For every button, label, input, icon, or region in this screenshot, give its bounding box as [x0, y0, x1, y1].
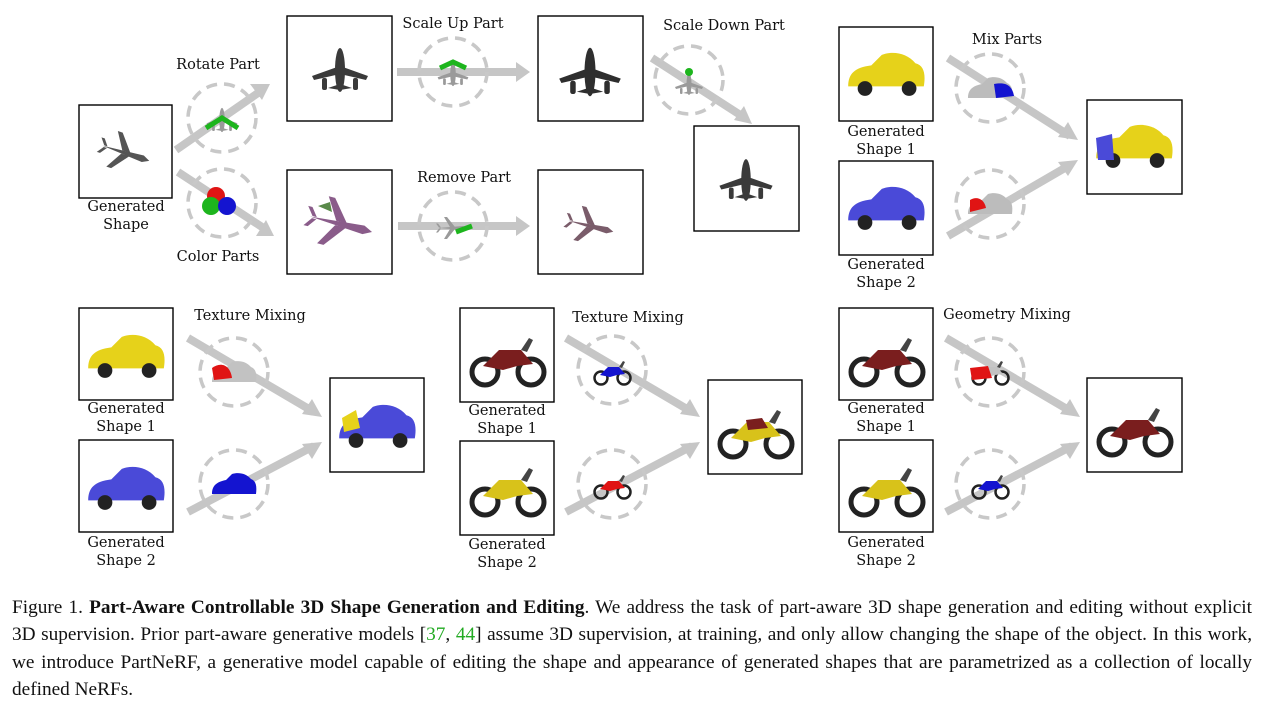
label-remove-part: Remove Part: [417, 170, 511, 186]
arrows: [173, 54, 1080, 516]
image-boxes: [78, 15, 1183, 536]
green-scale-icon: [438, 59, 468, 71]
blue-part-icon: [218, 197, 236, 215]
citation-37[interactable]: 37: [426, 624, 446, 646]
label-texture-mixing-1: Texture Mixing: [194, 308, 306, 324]
part-icons: [202, 59, 1014, 500]
tm2-gen-1-line2: Shape 1: [477, 421, 537, 437]
green-part-icon: [202, 197, 220, 215]
mix-gen-1-line2: Shape 1: [856, 142, 916, 158]
green-small-icon: [685, 68, 693, 76]
tm1-gen-2-line1: Generated: [87, 535, 164, 551]
tm2-gen-1-line1: Generated: [468, 403, 545, 419]
label-texture-mixing-2: Texture Mixing: [572, 310, 684, 326]
mix-gen-2-line2: Shape 2: [856, 275, 916, 291]
gm-gen-2-line2: Shape 2: [856, 553, 916, 569]
tm2-gen-2-line2: Shape 2: [477, 555, 537, 571]
label-geometry-mixing: Geometry Mixing: [943, 307, 1071, 323]
caption-cite-sep: ,: [445, 624, 456, 646]
citation-44[interactable]: 44: [455, 624, 476, 646]
green-wing-icon: [204, 115, 240, 131]
label-mix-parts: Mix Parts: [972, 32, 1042, 48]
figure-diagram: Rotate Part Scale Up Part Scale Down Par…: [78, 15, 1183, 571]
green-remove-icon: [455, 223, 473, 235]
gm-gen-1-line2: Shape 1: [856, 419, 916, 435]
tm1-gen-2-line2: Shape 2: [96, 553, 156, 569]
part-circles: [186, 36, 1026, 520]
label-scale-down-part: Scale Down Part: [663, 18, 785, 34]
figure-labels: Rotate Part Scale Up Part Scale Down Par…: [87, 16, 1071, 571]
gen-shape-line2: Shape: [103, 217, 149, 233]
mix-gen-2-line1: Generated: [847, 257, 924, 273]
label-scale-up-part: Scale Up Part: [402, 16, 503, 32]
gen-shape-line1: Generated: [87, 199, 164, 215]
figure-caption: Figure 1. Part-Aware Controllable 3D Sha…: [12, 594, 1252, 704]
caption-title: Part-Aware Controllable 3D Shape Generat…: [89, 597, 585, 618]
caption-prefix: Figure 1.: [12, 597, 83, 618]
label-color-parts: Color Parts: [177, 249, 260, 265]
caption-text-2: ] assume 3D supervision, at training, an…: [12, 624, 1253, 701]
tm2-gen-2-line1: Generated: [468, 537, 545, 553]
mix-gen-1-line1: Generated: [847, 124, 924, 140]
caption-text-1: . We address the task of part-aware 3D s…: [12, 597, 1252, 646]
tm1-gen-1-line1: Generated: [87, 401, 164, 417]
tm1-gen-1-line2: Shape 1: [96, 419, 156, 435]
gm-gen-1-line1: Generated: [847, 401, 924, 417]
label-rotate-part: Rotate Part: [176, 57, 260, 73]
gm-gen-2-line1: Generated: [847, 535, 924, 551]
